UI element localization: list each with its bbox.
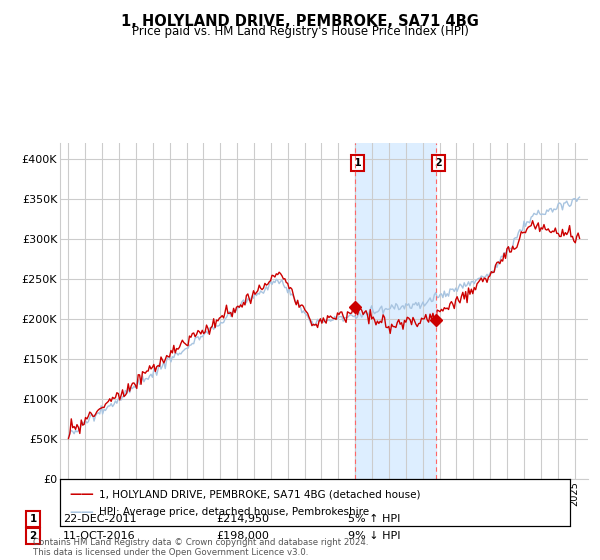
Text: £214,950: £214,950 <box>216 514 269 524</box>
Text: ——: —— <box>69 488 94 501</box>
Text: HPI: Average price, detached house, Pembrokeshire: HPI: Average price, detached house, Pemb… <box>99 507 369 517</box>
Text: Contains HM Land Registry data © Crown copyright and database right 2024.
This d: Contains HM Land Registry data © Crown c… <box>33 538 368 557</box>
Text: 11-OCT-2016: 11-OCT-2016 <box>63 531 136 541</box>
Text: 1, HOLYLAND DRIVE, PEMBROKE, SA71 4BG: 1, HOLYLAND DRIVE, PEMBROKE, SA71 4BG <box>121 14 479 29</box>
Bar <box>355 143 436 479</box>
Text: 1, HOLYLAND DRIVE, PEMBROKE, SA71 4BG (detached house): 1, HOLYLAND DRIVE, PEMBROKE, SA71 4BG (d… <box>99 489 421 500</box>
Text: 22-DEC-2011: 22-DEC-2011 <box>63 514 137 524</box>
Text: £198,000: £198,000 <box>216 531 269 541</box>
Text: 1: 1 <box>353 158 361 168</box>
Text: Price paid vs. HM Land Registry's House Price Index (HPI): Price paid vs. HM Land Registry's House … <box>131 25 469 38</box>
Text: 9% ↓ HPI: 9% ↓ HPI <box>348 531 401 541</box>
Text: ——: —— <box>69 506 94 519</box>
Text: 2: 2 <box>29 531 37 541</box>
Text: 5% ↑ HPI: 5% ↑ HPI <box>348 514 400 524</box>
Text: 1: 1 <box>29 514 37 524</box>
Text: 2: 2 <box>434 158 442 168</box>
